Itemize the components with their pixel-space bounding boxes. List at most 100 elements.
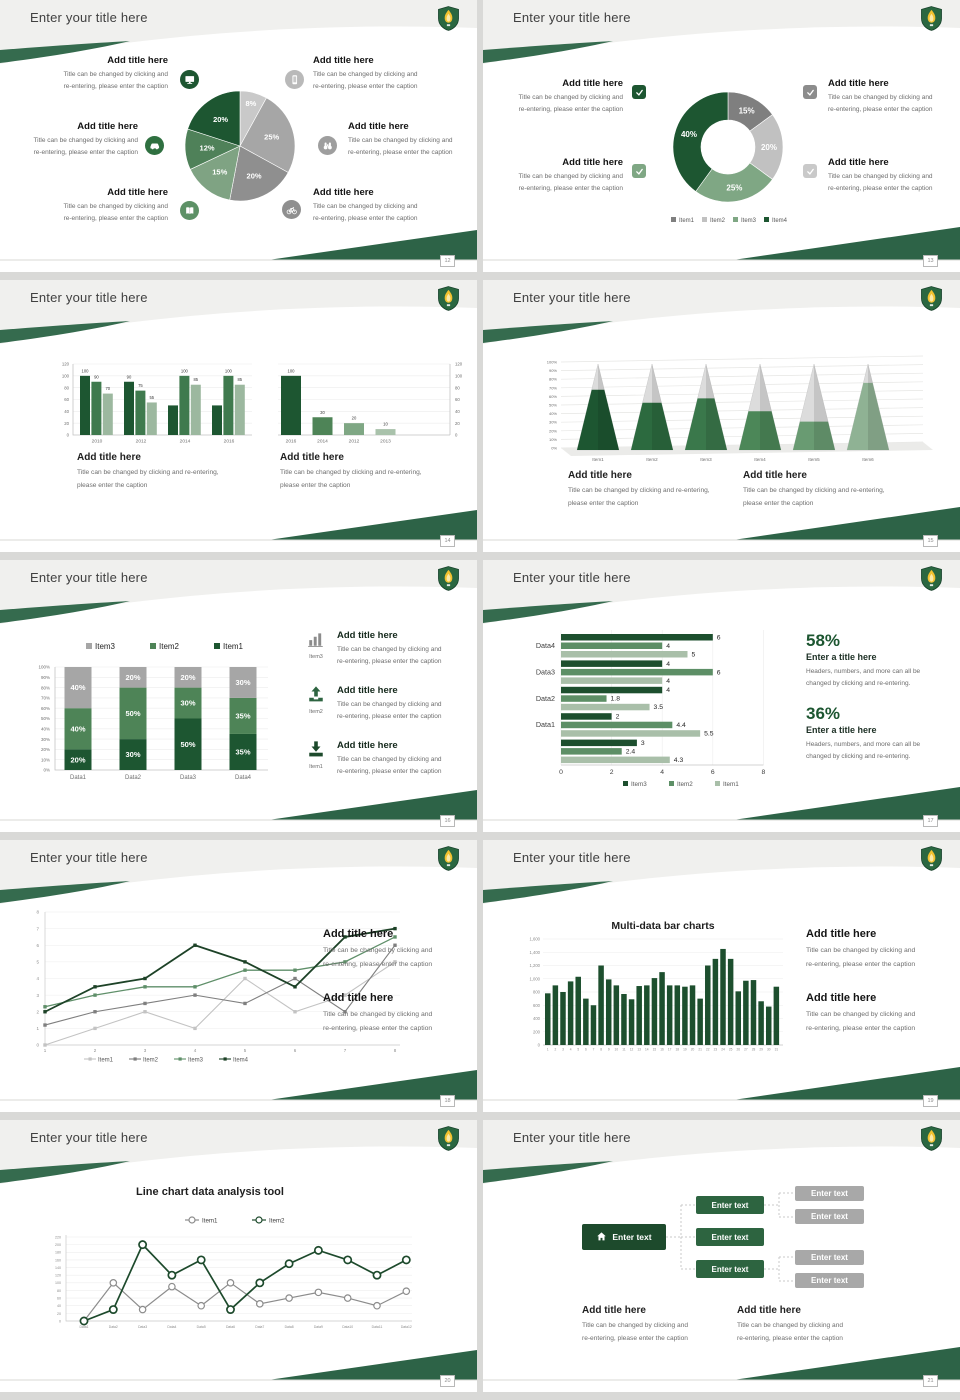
svg-text:Item1: Item1 <box>223 642 244 651</box>
svg-text:Item1: Item1 <box>592 457 604 462</box>
svg-text:Item2: Item2 <box>710 218 726 224</box>
svg-text:Item1: Item1 <box>679 218 695 224</box>
slide-14[interactable]: Enter your title here Add title here Tit… <box>0 280 477 552</box>
svg-text:200: 200 <box>533 1029 541 1034</box>
diagram-node[interactable]: Enter text <box>795 1250 864 1265</box>
slide-18[interactable]: Enter your title here Add title here Tit… <box>0 840 477 1112</box>
callout: Add title here Title can be changed by c… <box>806 928 916 968</box>
slide-title: Enter your title here <box>513 1130 631 1145</box>
svg-text:80: 80 <box>57 1289 61 1293</box>
slide-19[interactable]: Enter your title here Multi-data bar cha… <box>483 840 960 1112</box>
svg-text:Item2: Item2 <box>269 1217 285 1224</box>
svg-text:600: 600 <box>533 1003 541 1008</box>
donut-chart: 15% 20% 25% 40% Item1 Item2 Item3 Item4 <box>671 91 788 224</box>
svg-text:10%: 10% <box>41 757 50 762</box>
home-icon <box>596 1231 607 1244</box>
svg-text:17: 17 <box>668 1048 672 1052</box>
book-icon <box>180 201 199 220</box>
slide-16[interactable]: Enter your title here Item3 Add title he… <box>0 560 477 832</box>
diagram-node[interactable]: Enter text <box>696 1260 764 1278</box>
page-number: 12 <box>440 255 455 267</box>
car-icon <box>145 136 164 155</box>
svg-text:120: 120 <box>55 1274 61 1278</box>
svg-text:70%: 70% <box>549 385 557 390</box>
svg-text:20: 20 <box>352 416 357 421</box>
caption-block: Add title here Title can be changed by c… <box>582 1305 689 1342</box>
diagram-node[interactable]: Enter text <box>696 1196 764 1214</box>
svg-text:31: 31 <box>775 1048 779 1052</box>
svg-text:10%: 10% <box>549 437 557 442</box>
slide-21[interactable]: Enter your title here Enter text Enter t… <box>483 1120 960 1392</box>
svg-text:Item1: Item1 <box>202 1217 218 1224</box>
callout: Add title here Title can be changed by c… <box>806 992 916 1032</box>
page-number: 19 <box>923 1095 938 1107</box>
svg-text:4: 4 <box>36 976 39 981</box>
diagram-node[interactable]: Enter text <box>696 1228 764 1246</box>
slide-17[interactable]: Enter your title here 58% Enter a title … <box>483 560 960 832</box>
svg-text:4.3: 4.3 <box>674 757 684 764</box>
svg-text:3: 3 <box>562 1048 564 1052</box>
svg-text:1,000: 1,000 <box>530 976 541 981</box>
diagram-node[interactable]: Enter text <box>795 1273 864 1288</box>
svg-text:Data8: Data8 <box>285 1325 294 1329</box>
svg-text:Item3: Item3 <box>188 1057 204 1063</box>
svg-text:140: 140 <box>55 1266 61 1270</box>
slide-title: Enter your title here <box>513 290 631 305</box>
svg-text:80: 80 <box>455 385 460 390</box>
svg-text:100: 100 <box>62 373 70 378</box>
shield-flame-logo-icon <box>438 6 459 31</box>
svg-text:Data10: Data10 <box>342 1325 353 1329</box>
svg-text:20%: 20% <box>761 143 777 152</box>
svg-text:6: 6 <box>711 769 715 776</box>
svg-text:Data2: Data2 <box>536 694 555 703</box>
slide-title: Enter your title here <box>30 10 148 25</box>
svg-text:80%: 80% <box>549 377 557 382</box>
slide-title: Enter your title here <box>513 10 631 25</box>
caption-line: Title can be changed by clicking and <box>63 71 168 78</box>
svg-text:50%: 50% <box>549 403 557 408</box>
svg-text:Item2: Item2 <box>646 457 658 462</box>
svg-text:Item4: Item4 <box>233 1057 249 1063</box>
svg-text:30%: 30% <box>549 420 557 425</box>
slide-20[interactable]: Enter your title here Line chart data an… <box>0 1120 477 1392</box>
svg-text:20%: 20% <box>41 747 50 752</box>
diagram-node[interactable]: Enter text <box>795 1209 864 1224</box>
callout: Add title here Title can be changed by c… <box>518 78 623 114</box>
svg-text:6: 6 <box>717 634 721 641</box>
page-number: 14 <box>440 535 455 547</box>
slide-15[interactable]: Enter your title here Add title here Tit… <box>483 280 960 552</box>
svg-text:4: 4 <box>660 769 664 776</box>
svg-text:60%: 60% <box>549 394 557 399</box>
svg-text:20: 20 <box>57 1312 61 1316</box>
slide-13[interactable]: Enter your title here Add title here Tit… <box>483 0 960 272</box>
callout: Add title here Title can be changed by c… <box>33 121 138 157</box>
svg-text:15%: 15% <box>212 168 227 177</box>
svg-text:90: 90 <box>127 374 132 379</box>
svg-text:85: 85 <box>193 377 198 382</box>
svg-text:Item3: Item3 <box>631 781 647 788</box>
shield-flame-logo-icon <box>921 846 942 871</box>
svg-text:8: 8 <box>762 769 766 776</box>
svg-text:4: 4 <box>666 687 670 694</box>
slide-12[interactable]: Enter your title here Add title here Tit… <box>0 0 477 272</box>
svg-text:90: 90 <box>94 374 99 379</box>
svg-text:14: 14 <box>645 1048 649 1052</box>
svg-text:2016: 2016 <box>286 439 297 445</box>
shield-flame-logo-icon <box>921 566 942 591</box>
caption-block: Add title here Title can be changed by c… <box>743 470 885 507</box>
svg-text:6: 6 <box>36 943 39 948</box>
callout: Add title here Title can be changed by c… <box>313 187 418 223</box>
svg-text:18: 18 <box>676 1048 680 1052</box>
diagram-root-node[interactable]: Enter text <box>582 1224 666 1250</box>
callout-title: Add title here <box>107 55 168 66</box>
diagram-node[interactable]: Enter text <box>795 1186 864 1201</box>
svg-text:8: 8 <box>36 910 39 915</box>
svg-text:Item5: Item5 <box>808 457 820 462</box>
svg-text:Data2: Data2 <box>125 775 142 781</box>
binoculars-icon <box>318 136 337 155</box>
svg-text:85: 85 <box>237 377 242 382</box>
svg-text:100: 100 <box>288 368 296 373</box>
side-callout: Item2 Add title here Title can be change… <box>303 685 465 723</box>
caption-line: re-entering, please enter the caption <box>63 83 168 91</box>
